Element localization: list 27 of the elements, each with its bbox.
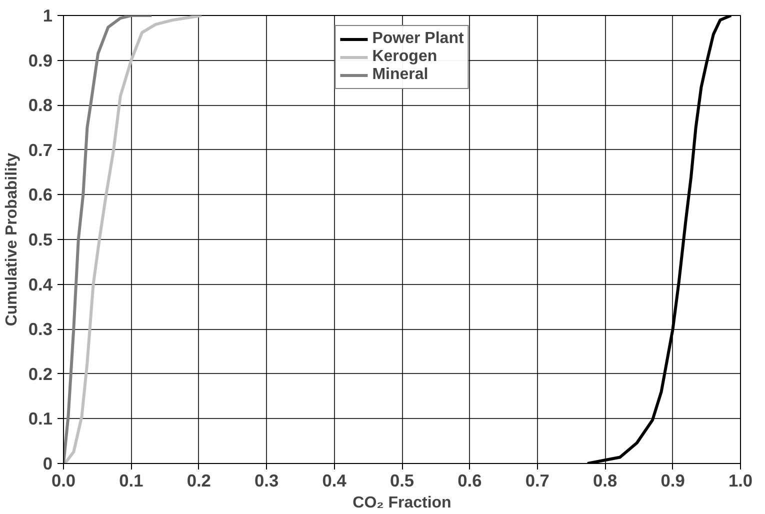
- x-tick-label: 0.2: [186, 470, 211, 490]
- y-tick-label: 0.8: [28, 95, 53, 116]
- y-tick-label: 0.9: [28, 50, 53, 70]
- legend-label: Power Plant: [372, 30, 464, 48]
- x-tick-label: 0.1: [119, 470, 144, 490]
- x-tick-label: 0.5: [390, 470, 414, 490]
- y-tick-label: 0.6: [28, 184, 53, 205]
- x-tick-label: 0.0: [51, 470, 76, 490]
- x-tick-label: 1.0: [728, 470, 753, 490]
- x-tick-label: 0.9: [660, 470, 685, 490]
- y-tick-label: 1: [42, 6, 53, 26]
- y-tick-label: 0: [42, 454, 53, 474]
- x-tick-label: 0.6: [458, 470, 482, 490]
- x-tick-label: 0.8: [593, 470, 618, 490]
- y-axis-title: Cumulative Probability: [3, 152, 20, 326]
- y-tick-label: 0.7: [28, 140, 53, 160]
- y-tick-label: 0.2: [28, 364, 53, 384]
- legend-label: Mineral: [372, 66, 428, 84]
- y-tick-label: 0.4: [28, 274, 53, 294]
- y-tick-label: 0.5: [28, 230, 53, 250]
- x-tick-label: 0.7: [525, 470, 550, 490]
- x-tick-label: 0.4: [322, 470, 347, 490]
- legend-label: Kerogen: [372, 48, 438, 66]
- x-axis-title: CO₂ Fraction: [352, 494, 452, 512]
- x-tick-label: 0.3: [254, 470, 280, 490]
- y-tick-label: 0.3: [28, 319, 53, 340]
- y-tick-label: 0.1: [28, 408, 53, 429]
